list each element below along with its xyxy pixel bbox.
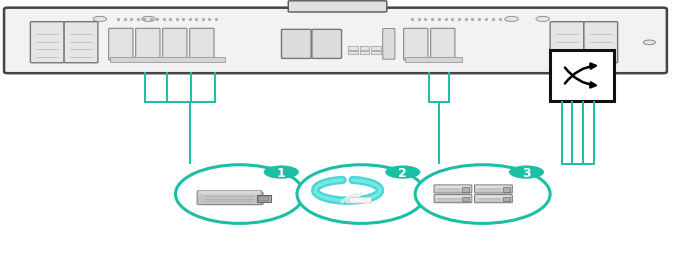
FancyBboxPatch shape xyxy=(360,52,369,55)
FancyBboxPatch shape xyxy=(348,47,358,51)
FancyBboxPatch shape xyxy=(435,196,470,198)
Text: 3: 3 xyxy=(522,166,531,179)
Circle shape xyxy=(385,166,421,179)
FancyBboxPatch shape xyxy=(435,186,470,188)
FancyBboxPatch shape xyxy=(476,196,511,198)
Circle shape xyxy=(509,166,544,179)
Text: 2: 2 xyxy=(398,166,407,179)
FancyBboxPatch shape xyxy=(404,29,428,61)
Circle shape xyxy=(536,17,549,22)
FancyBboxPatch shape xyxy=(476,186,511,188)
FancyBboxPatch shape xyxy=(350,198,371,203)
FancyBboxPatch shape xyxy=(256,195,271,202)
FancyBboxPatch shape xyxy=(163,29,187,61)
FancyBboxPatch shape xyxy=(360,47,369,51)
FancyBboxPatch shape xyxy=(281,30,311,59)
FancyBboxPatch shape xyxy=(4,9,667,74)
FancyBboxPatch shape xyxy=(503,187,510,192)
FancyBboxPatch shape xyxy=(136,29,160,61)
FancyBboxPatch shape xyxy=(30,23,64,64)
FancyBboxPatch shape xyxy=(434,185,472,193)
FancyBboxPatch shape xyxy=(258,197,269,202)
FancyBboxPatch shape xyxy=(197,191,262,205)
Circle shape xyxy=(93,17,107,22)
FancyBboxPatch shape xyxy=(550,23,584,64)
FancyBboxPatch shape xyxy=(475,195,512,203)
FancyBboxPatch shape xyxy=(110,58,225,63)
Ellipse shape xyxy=(176,165,304,224)
FancyBboxPatch shape xyxy=(475,185,512,193)
FancyBboxPatch shape xyxy=(371,47,381,51)
FancyBboxPatch shape xyxy=(288,2,387,13)
FancyBboxPatch shape xyxy=(64,23,98,64)
FancyBboxPatch shape xyxy=(383,29,395,60)
FancyBboxPatch shape xyxy=(503,197,510,201)
FancyBboxPatch shape xyxy=(371,52,381,55)
Text: 1: 1 xyxy=(277,166,286,179)
Circle shape xyxy=(643,41,655,45)
FancyBboxPatch shape xyxy=(462,187,469,192)
Circle shape xyxy=(505,17,518,22)
FancyBboxPatch shape xyxy=(200,192,264,205)
Circle shape xyxy=(142,17,155,22)
Ellipse shape xyxy=(415,165,550,224)
FancyBboxPatch shape xyxy=(198,191,261,195)
FancyBboxPatch shape xyxy=(431,29,455,61)
Circle shape xyxy=(264,166,299,179)
FancyBboxPatch shape xyxy=(434,195,472,203)
FancyBboxPatch shape xyxy=(190,29,214,61)
FancyBboxPatch shape xyxy=(405,58,462,63)
FancyBboxPatch shape xyxy=(550,51,614,102)
FancyBboxPatch shape xyxy=(348,52,358,55)
Ellipse shape xyxy=(297,165,425,224)
FancyBboxPatch shape xyxy=(584,23,618,64)
FancyBboxPatch shape xyxy=(312,30,342,59)
FancyBboxPatch shape xyxy=(109,29,133,61)
FancyBboxPatch shape xyxy=(462,197,469,201)
